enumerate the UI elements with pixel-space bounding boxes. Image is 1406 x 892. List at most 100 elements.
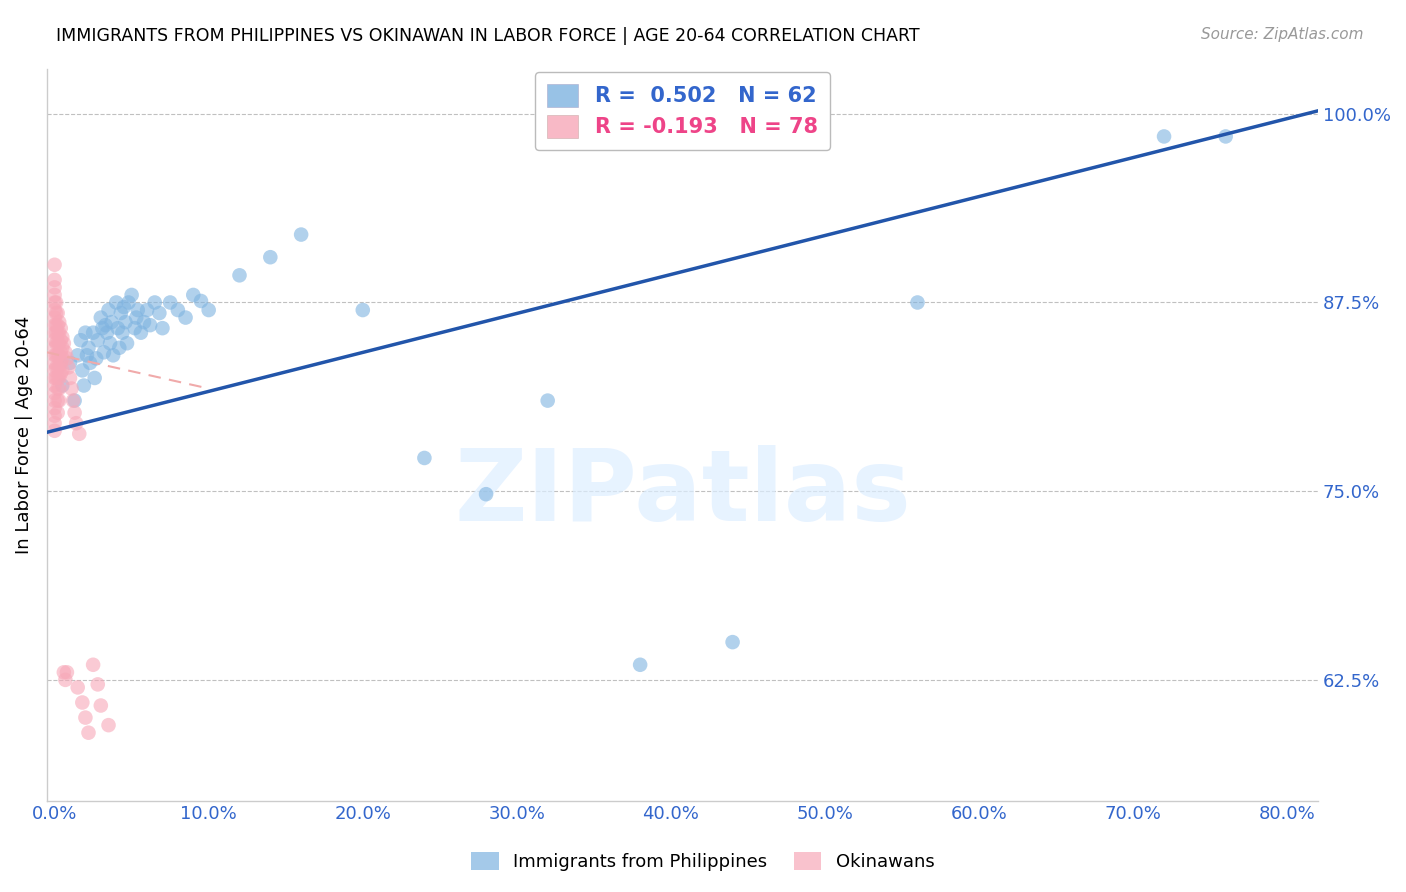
Point: [44, 341, 66, 355]
Point: [46, 382, 69, 396]
Point: [82, 326, 104, 340]
Point: [96, 326, 118, 340]
Point: [44, 401, 66, 416]
Point: [45, 360, 67, 375]
Point: [197, 303, 219, 318]
Point: [98, 336, 121, 351]
Point: [45, 326, 67, 340]
Point: [59, 356, 82, 370]
Point: [537, 393, 560, 408]
Point: [75, 326, 97, 340]
Point: [44, 348, 66, 362]
Point: [48, 348, 70, 362]
Point: [107, 321, 129, 335]
Point: [52, 665, 75, 680]
Point: [46, 360, 69, 375]
Point: [44, 409, 66, 423]
Point: [152, 321, 174, 335]
Point: [45, 371, 67, 385]
Point: [83, 371, 105, 385]
Point: [51, 363, 73, 377]
Point: [49, 345, 72, 359]
Point: [65, 416, 87, 430]
Point: [72, 363, 94, 377]
Point: [45, 348, 67, 362]
Legend: R =  0.502   N = 62, R = -0.193   N = 78: R = 0.502 N = 62, R = -0.193 N = 78: [534, 71, 831, 151]
Point: [66, 681, 89, 695]
Point: [105, 295, 128, 310]
Point: [48, 315, 70, 329]
Point: [352, 303, 374, 318]
Text: IMMIGRANTS FROM PHILIPPINES VS OKINAWAN IN LABOR FORCE | AGE 20-64 CORRELATION C: IMMIGRANTS FROM PHILIPPINES VS OKINAWAN …: [56, 27, 920, 45]
Point: [1153, 129, 1175, 144]
Point: [46, 306, 69, 320]
Point: [148, 306, 170, 320]
Point: [51, 351, 73, 366]
Point: [77, 341, 100, 355]
Point: [112, 300, 135, 314]
Point: [100, 315, 122, 329]
Point: [63, 393, 86, 408]
Point: [49, 333, 72, 347]
Point: [46, 348, 69, 362]
Point: [44, 310, 66, 325]
Point: [56, 665, 79, 680]
Point: [628, 657, 651, 672]
Point: [51, 341, 73, 355]
Point: [136, 303, 159, 318]
Point: [174, 310, 197, 325]
Point: [44, 280, 66, 294]
Point: [91, 321, 114, 335]
Point: [76, 348, 98, 362]
Point: [228, 268, 250, 283]
Point: [44, 295, 66, 310]
Point: [46, 318, 69, 332]
Point: [56, 351, 79, 366]
Point: [48, 382, 70, 396]
Point: [127, 303, 149, 318]
Point: [124, 321, 146, 335]
Point: [51, 378, 73, 392]
Point: [121, 288, 143, 302]
Point: [132, 315, 155, 329]
Point: [58, 360, 80, 375]
Point: [60, 382, 83, 396]
Point: [117, 295, 139, 310]
Point: [475, 487, 498, 501]
Point: [84, 351, 107, 366]
Point: [87, 677, 110, 691]
Text: ZIPatlas: ZIPatlas: [454, 444, 911, 541]
Point: [44, 326, 66, 340]
Point: [82, 657, 104, 672]
Point: [79, 356, 101, 370]
Point: [44, 273, 66, 287]
Point: [114, 315, 136, 329]
Point: [94, 318, 117, 332]
Point: [108, 341, 131, 355]
Point: [44, 258, 66, 272]
Point: [45, 318, 67, 332]
Point: [290, 227, 312, 242]
Point: [77, 725, 100, 739]
Point: [46, 393, 69, 408]
Point: [73, 378, 96, 392]
Point: [44, 318, 66, 332]
Point: [44, 333, 66, 347]
Point: [101, 348, 124, 362]
Point: [49, 356, 72, 370]
Point: [46, 326, 69, 340]
Point: [48, 336, 70, 351]
Point: [181, 288, 204, 302]
Point: [75, 710, 97, 724]
Point: [97, 303, 120, 318]
Point: [52, 336, 75, 351]
Point: [62, 393, 84, 408]
Point: [45, 306, 67, 320]
Point: [44, 356, 66, 370]
Point: [110, 306, 132, 320]
Point: [55, 345, 77, 359]
Point: [44, 393, 66, 408]
Point: [46, 371, 69, 385]
Point: [167, 303, 190, 318]
Point: [143, 295, 166, 310]
